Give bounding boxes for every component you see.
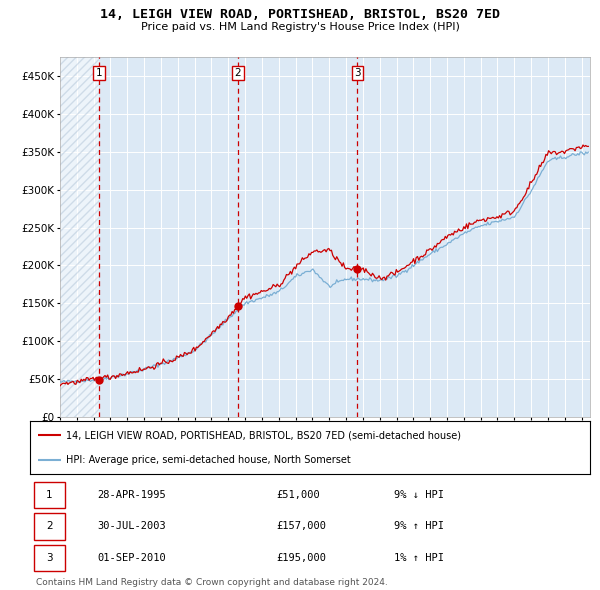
Text: £157,000: £157,000 <box>277 522 326 532</box>
Text: 3: 3 <box>46 553 53 563</box>
Text: 01-SEP-2010: 01-SEP-2010 <box>97 553 166 563</box>
FancyBboxPatch shape <box>34 482 65 509</box>
Text: 3: 3 <box>354 68 361 78</box>
Text: 1: 1 <box>96 68 103 78</box>
Text: 9% ↓ HPI: 9% ↓ HPI <box>394 490 444 500</box>
FancyBboxPatch shape <box>34 545 65 571</box>
Text: £195,000: £195,000 <box>277 553 326 563</box>
Text: 1% ↑ HPI: 1% ↑ HPI <box>394 553 444 563</box>
Text: 14, LEIGH VIEW ROAD, PORTISHEAD, BRISTOL, BS20 7ED: 14, LEIGH VIEW ROAD, PORTISHEAD, BRISTOL… <box>100 8 500 21</box>
Bar <box>60 57 99 417</box>
Text: £51,000: £51,000 <box>277 490 320 500</box>
Text: 14, LEIGH VIEW ROAD, PORTISHEAD, BRISTOL, BS20 7ED (semi-detached house): 14, LEIGH VIEW ROAD, PORTISHEAD, BRISTOL… <box>67 430 461 440</box>
Text: 28-APR-1995: 28-APR-1995 <box>97 490 166 500</box>
FancyBboxPatch shape <box>34 513 65 540</box>
Text: 2: 2 <box>46 522 53 532</box>
Text: Contains HM Land Registry data © Crown copyright and database right 2024.: Contains HM Land Registry data © Crown c… <box>36 578 388 587</box>
Text: 30-JUL-2003: 30-JUL-2003 <box>97 522 166 532</box>
Text: Price paid vs. HM Land Registry's House Price Index (HPI): Price paid vs. HM Land Registry's House … <box>140 22 460 32</box>
Text: 2: 2 <box>235 68 241 78</box>
Text: HPI: Average price, semi-detached house, North Somerset: HPI: Average price, semi-detached house,… <box>67 455 351 465</box>
Text: 1: 1 <box>46 490 53 500</box>
Text: 9% ↑ HPI: 9% ↑ HPI <box>394 522 444 532</box>
